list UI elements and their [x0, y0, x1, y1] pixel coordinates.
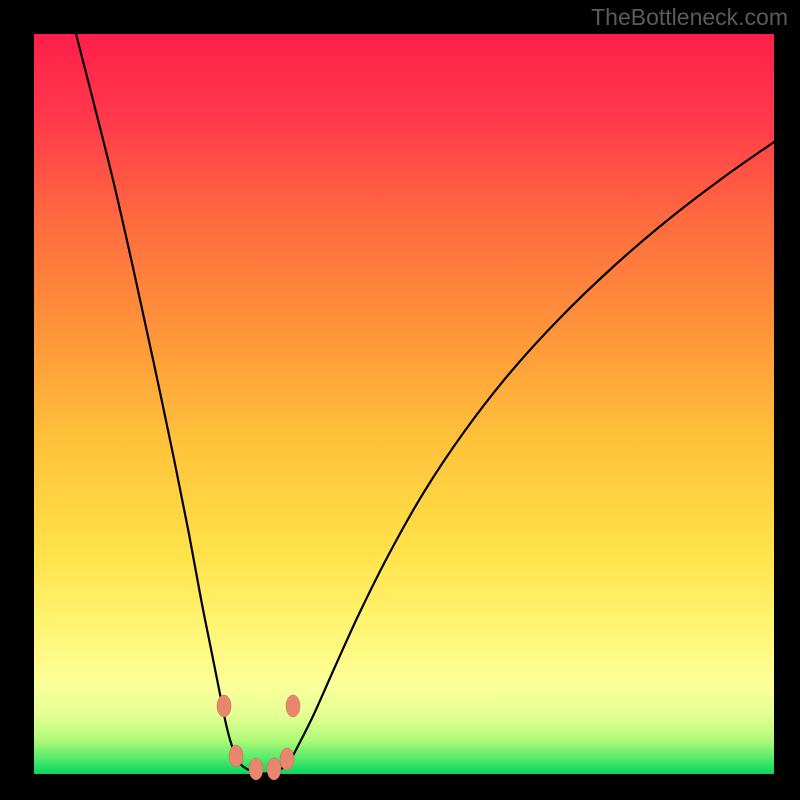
watermark-text: TheBottleneck.com — [591, 4, 788, 31]
curve-dot — [267, 758, 281, 780]
curve-dot — [217, 695, 231, 717]
chart-stage: TheBottleneck.com — [0, 0, 800, 800]
curve-dot — [286, 695, 300, 717]
curve-dot — [280, 748, 294, 770]
curve-dot — [229, 745, 243, 767]
plot-area — [34, 34, 774, 774]
chart-svg — [34, 34, 774, 774]
bottleneck-curve — [76, 34, 774, 774]
curve-dot — [249, 758, 263, 780]
